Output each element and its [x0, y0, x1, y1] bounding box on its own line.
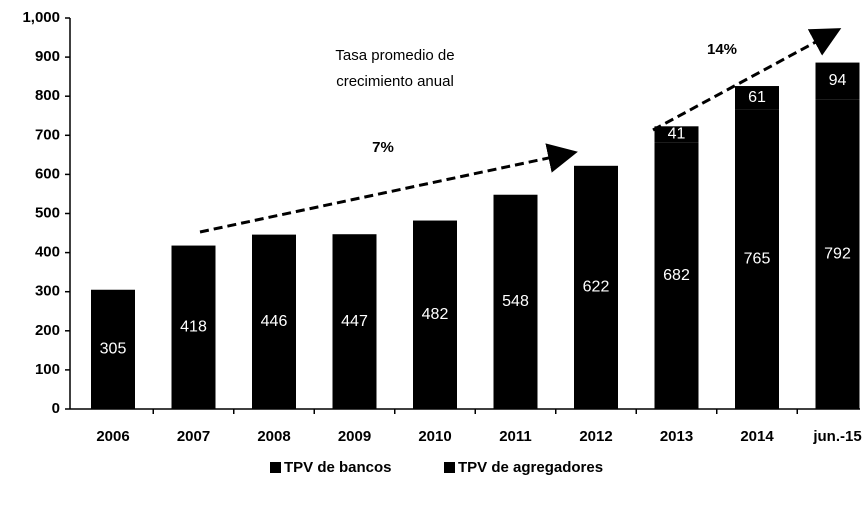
x-tick-label: jun.-15: [812, 428, 861, 445]
x-tick-label: 2012: [579, 428, 612, 445]
bar: [493, 194, 538, 409]
y-tick-label: 900: [35, 48, 60, 65]
x-tick-label: 2009: [338, 428, 371, 445]
y-tick-label: 800: [35, 87, 60, 104]
x-tick-label: 2008: [257, 428, 290, 445]
x-tick-label: 2006: [96, 428, 129, 445]
legend-label: TPV de agregadores: [458, 459, 603, 476]
bar: [171, 245, 216, 409]
y-tick-label: 300: [35, 283, 60, 300]
bar: [252, 234, 296, 409]
x-tick-label: 2011: [499, 428, 532, 445]
y-tick-label: 400: [35, 244, 60, 261]
legend-swatch: [270, 462, 281, 473]
y-tick-label: 200: [35, 322, 60, 339]
y-tick-label: 600: [35, 165, 60, 182]
bar: [735, 86, 779, 110]
y-tick-label: 100: [35, 361, 60, 378]
data-label: 682: [663, 267, 690, 284]
data-label: 446: [261, 313, 288, 330]
data-label: 305: [100, 341, 127, 358]
x-tick-label: 2013: [660, 428, 693, 445]
trend-arrow: [652, 28, 842, 132]
bar: [815, 99, 860, 409]
bar: [654, 126, 699, 143]
data-label: 765: [744, 251, 771, 268]
annotation: crecimiento anual: [336, 73, 454, 90]
y-tick-label: 1,000: [22, 9, 60, 26]
x-tick-label: 2007: [177, 428, 210, 445]
trend-arrow: [199, 143, 578, 234]
annotation: 14%: [707, 41, 737, 58]
data-label: 447: [341, 313, 368, 330]
annotation: Tasa promedio de: [335, 47, 454, 64]
data-label: 548: [502, 293, 529, 310]
bar: [332, 234, 377, 409]
data-label: 418: [180, 318, 207, 335]
bar: [413, 220, 457, 409]
legend-swatch: [444, 462, 455, 473]
y-tick-label: 0: [52, 400, 60, 417]
data-label: 792: [824, 245, 851, 262]
bar: [815, 62, 860, 100]
data-label: 61: [748, 89, 766, 106]
data-label: 94: [829, 72, 847, 89]
bar: [91, 289, 135, 409]
x-tick-label: 2014: [740, 428, 774, 445]
y-tick-label: 700: [35, 126, 60, 143]
y-tick-label: 500: [35, 204, 60, 221]
x-tick-label: 2010: [418, 428, 451, 445]
bar: [574, 165, 618, 409]
legend-label: TPV de bancos: [284, 459, 392, 476]
data-label: 41: [668, 126, 686, 143]
data-label: 482: [422, 306, 449, 323]
bar: [735, 109, 779, 409]
bar: [654, 142, 699, 409]
annotation: 7%: [372, 139, 394, 156]
data-label: 622: [583, 279, 610, 296]
